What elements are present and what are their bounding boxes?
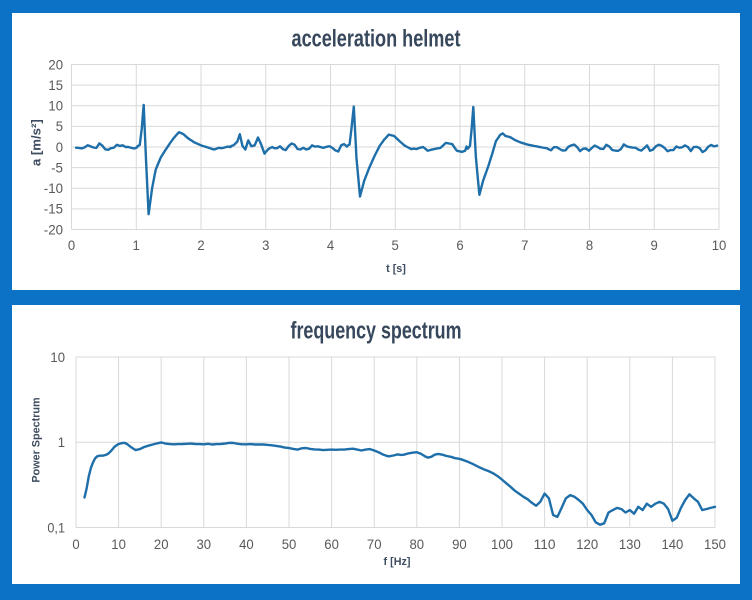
- svg-text:10: 10: [50, 349, 65, 365]
- svg-text:8: 8: [586, 237, 593, 253]
- svg-text:1: 1: [133, 237, 140, 253]
- svg-text:10: 10: [712, 237, 727, 253]
- svg-text:-5: -5: [51, 159, 63, 175]
- svg-text:t [s]: t [s]: [386, 263, 406, 275]
- svg-text:-20: -20: [44, 221, 63, 237]
- svg-text:40: 40: [239, 536, 254, 552]
- svg-text:Power Spectrum: Power Spectrum: [31, 397, 43, 482]
- svg-text:acceleration helmet: acceleration helmet: [292, 26, 461, 53]
- svg-text:90: 90: [452, 536, 467, 552]
- svg-text:6: 6: [456, 237, 463, 253]
- svg-text:2: 2: [197, 237, 204, 253]
- svg-text:-15: -15: [44, 201, 63, 217]
- svg-text:70: 70: [367, 536, 382, 552]
- svg-text:15: 15: [48, 77, 63, 93]
- svg-text:5: 5: [56, 118, 63, 134]
- svg-text:10: 10: [111, 536, 126, 552]
- svg-text:f [Hz]: f [Hz]: [384, 556, 411, 568]
- svg-text:100: 100: [491, 536, 513, 552]
- svg-text:5: 5: [392, 237, 399, 253]
- svg-text:-10: -10: [44, 180, 63, 196]
- svg-text:4: 4: [327, 237, 334, 253]
- svg-text:1: 1: [58, 434, 65, 450]
- svg-text:50: 50: [282, 536, 297, 552]
- svg-text:80: 80: [410, 536, 425, 552]
- svg-text:a [m/s²]: a [m/s²]: [29, 119, 44, 166]
- svg-text:140: 140: [661, 536, 683, 552]
- svg-text:0: 0: [56, 139, 63, 155]
- svg-text:130: 130: [619, 536, 641, 552]
- svg-text:7: 7: [521, 237, 528, 253]
- svg-text:20: 20: [154, 536, 169, 552]
- svg-text:10: 10: [48, 98, 63, 114]
- svg-text:20: 20: [48, 56, 63, 72]
- svg-text:0,1: 0,1: [47, 519, 65, 535]
- svg-text:30: 30: [197, 536, 212, 552]
- svg-text:frequency spectrum: frequency spectrum: [291, 318, 462, 345]
- svg-text:9: 9: [651, 237, 658, 253]
- svg-text:0: 0: [68, 237, 75, 253]
- svg-text:110: 110: [534, 536, 556, 552]
- svg-text:0: 0: [72, 536, 79, 552]
- svg-text:60: 60: [324, 536, 339, 552]
- svg-text:150: 150: [704, 536, 726, 552]
- svg-text:120: 120: [576, 536, 598, 552]
- svg-text:3: 3: [262, 237, 269, 253]
